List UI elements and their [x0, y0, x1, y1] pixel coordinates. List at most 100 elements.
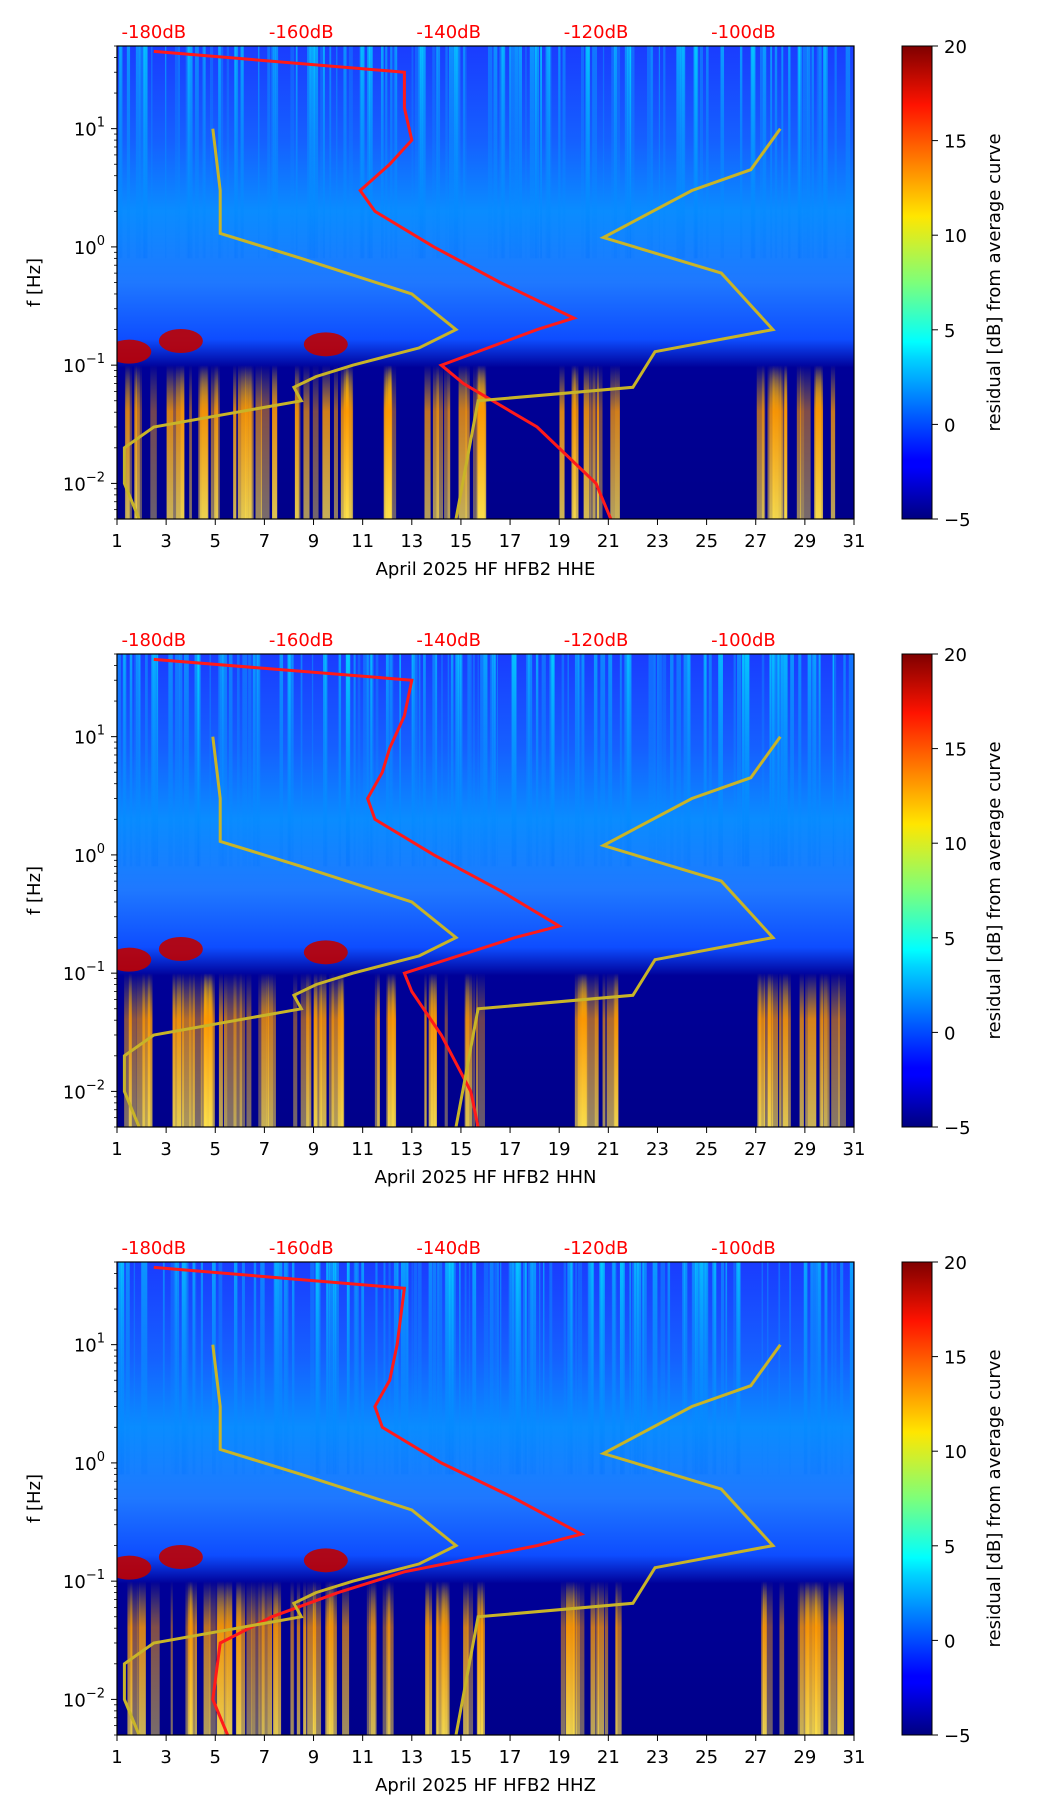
hf-stripe [693, 46, 698, 259]
hf-stripe [228, 654, 233, 867]
lf-stripe [139, 1581, 146, 1735]
lf-stripe [255, 1581, 260, 1735]
hf-stripe [242, 654, 248, 867]
lf-stripe [828, 1581, 837, 1735]
lf-stripe [799, 365, 805, 519]
y-tick-base: 10 [63, 1690, 86, 1711]
hf-stripe [529, 46, 535, 259]
hf-stripe [406, 1262, 409, 1475]
x-axis-label: April 2025 HF HFB2 HHZ [375, 1775, 596, 1796]
lf-stripe [172, 973, 176, 1127]
x-tick-label: 31 [843, 1747, 866, 1768]
lf-stripe [189, 365, 192, 519]
hf-stripe [558, 46, 561, 259]
hf-stripe [273, 1262, 278, 1475]
colorbar-tick-label: 15 [944, 132, 967, 153]
hf-stripe [832, 654, 837, 867]
x-tick-label: 25 [695, 1747, 718, 1768]
hf-stripe [241, 1262, 245, 1475]
hf-stripe [843, 654, 846, 867]
hf-stripe [448, 46, 454, 259]
lf-stripe [340, 365, 345, 519]
hf-stripe [535, 46, 540, 259]
hf-stripe [543, 1262, 545, 1475]
lf-stripe [828, 1581, 831, 1735]
lf-stripe [774, 365, 782, 519]
lf-stripe [248, 365, 252, 519]
lf-stripe [758, 973, 765, 1127]
colorbar-tick-label: 20 [944, 37, 967, 58]
colorbar-tick-label: 10 [944, 226, 967, 247]
hf-stripe [561, 654, 565, 867]
colorbar [901, 653, 933, 1128]
x-tick-label: 11 [351, 1747, 374, 1768]
lf-stripe [246, 973, 252, 1127]
hf-stripe [468, 1262, 471, 1475]
x-tick-label: 15 [449, 1747, 472, 1768]
noise-model-curve [122, 128, 459, 519]
hf-stripe [848, 654, 854, 867]
hf-stripe [361, 1262, 365, 1475]
y-tick-label: 10−2 [63, 470, 105, 495]
x-tick-label: 15 [449, 1139, 472, 1160]
hf-stripe [432, 654, 437, 867]
hf-stripe [333, 1262, 337, 1475]
hf-stripe [233, 1262, 238, 1475]
x-tick-label: 29 [793, 1139, 816, 1160]
average-psd-curve [153, 1265, 586, 1735]
hf-stripe [348, 46, 353, 259]
hf-stripe [335, 46, 338, 259]
x-tick-label: 19 [548, 1747, 571, 1768]
hf-stripe [388, 1262, 391, 1475]
hf-stripe [125, 1262, 130, 1475]
y-tick-base: 10 [63, 1082, 86, 1103]
x-tick-label: 17 [499, 531, 522, 552]
x-tick-label: 21 [597, 1139, 620, 1160]
x-tick-label: 13 [400, 1139, 423, 1160]
hf-stripe [520, 1262, 522, 1475]
hf-stripe [769, 654, 771, 867]
lf-stripe [784, 365, 787, 519]
hf-stripe [456, 46, 461, 259]
lf-stripe [590, 1581, 596, 1735]
hf-stripe [706, 46, 709, 259]
hf-stripe [682, 1262, 685, 1475]
lf-stripe [583, 365, 592, 519]
hf-stripe [593, 654, 598, 867]
hf-stripe [642, 1262, 647, 1475]
hf-stripe [222, 654, 227, 867]
hf-stripe [145, 654, 148, 867]
noise-model-curve [454, 735, 782, 1127]
lf-stripe [201, 365, 208, 519]
lf-stripe [436, 1581, 445, 1735]
colorbar-label: residual [dB] from average curve [984, 133, 1005, 431]
hf-stripe [803, 1262, 807, 1475]
y-tick-base: 10 [63, 356, 86, 377]
lf-stripe [342, 1581, 350, 1735]
lf-stripe [266, 973, 273, 1127]
hf-stripe [248, 654, 252, 867]
lf-stripe [328, 1581, 334, 1735]
lf-stripe [435, 1581, 439, 1735]
microseism-peak [117, 339, 152, 364]
lf-stripe [127, 1581, 131, 1735]
hf-stripe [320, 46, 325, 259]
db-tick-label: -180dB [122, 1238, 187, 1259]
hf-stripe [588, 46, 590, 259]
lf-stripe [615, 1581, 618, 1735]
hf-stripe [389, 654, 393, 867]
lf-stripe [296, 1581, 301, 1735]
lf-stripe [587, 973, 596, 1127]
lf-stripe [779, 1581, 785, 1735]
hf-stripe [562, 46, 566, 259]
lf-stripe [778, 973, 782, 1127]
hf-stripe [211, 1262, 216, 1475]
db-tick-label: -120dB [564, 630, 629, 651]
hf-stripe [422, 46, 425, 259]
x-tick-label: 1 [111, 1747, 122, 1768]
lf-stripe [224, 1581, 232, 1735]
hf-stripe [733, 654, 736, 867]
db-tick-label: -180dB [122, 22, 187, 43]
lf-stripe [225, 1581, 229, 1735]
